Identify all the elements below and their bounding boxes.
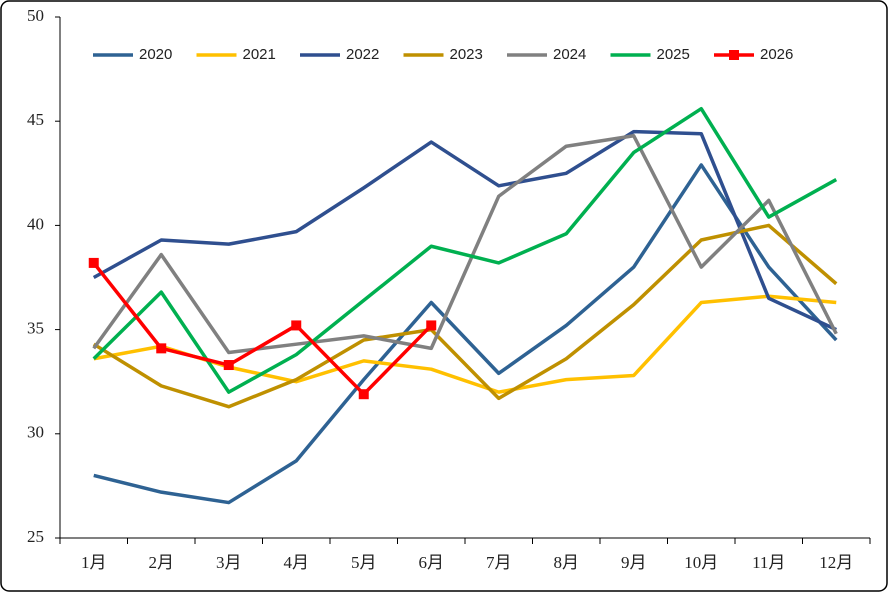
x-tick-label: 7月 [486,553,512,572]
series-line [92,129,837,332]
x-tick-label: 12月 [819,553,853,572]
series-line [92,134,838,355]
legend-label: 2024 [553,46,586,63]
point-marker [88,257,99,268]
series-line [92,261,433,396]
x-tick-label: 5月 [351,553,377,572]
point-marker [358,389,369,400]
point-marker [156,343,167,354]
x-tick-label: 8月 [554,553,580,572]
x-tick-label: 10月 [684,553,718,572]
legend-label: 2021 [243,46,276,63]
y-tick-label: 25 [27,527,44,546]
x-tick-label: 3月 [216,553,242,572]
y-tick-label: 35 [27,319,44,338]
x-tick-label: 6月 [419,553,445,572]
point-marker [291,320,302,331]
y-tick-label: 40 [27,214,44,233]
x-tick-label: 1月 [81,553,107,572]
legend-label: 2020 [139,46,172,63]
legend-label: 2025 [657,46,690,63]
series-line [92,106,838,394]
x-tick-label: 2月 [149,553,175,572]
y-tick-label: 45 [27,110,44,129]
legend-label: 2022 [346,46,379,63]
legend-label: 2026 [760,46,793,63]
series-line [92,223,838,409]
point-marker [426,320,437,331]
series-line [93,163,838,505]
x-tick-label: 11月 [752,553,785,572]
y-tick-label: 30 [27,423,44,442]
x-tick-label: 9月 [621,553,647,572]
point-marker [223,360,234,371]
legend-label: 2023 [450,46,483,63]
x-tick-label: 4月 [284,553,310,572]
y-tick-label: 50 [27,6,44,25]
legend-marker [729,50,739,60]
